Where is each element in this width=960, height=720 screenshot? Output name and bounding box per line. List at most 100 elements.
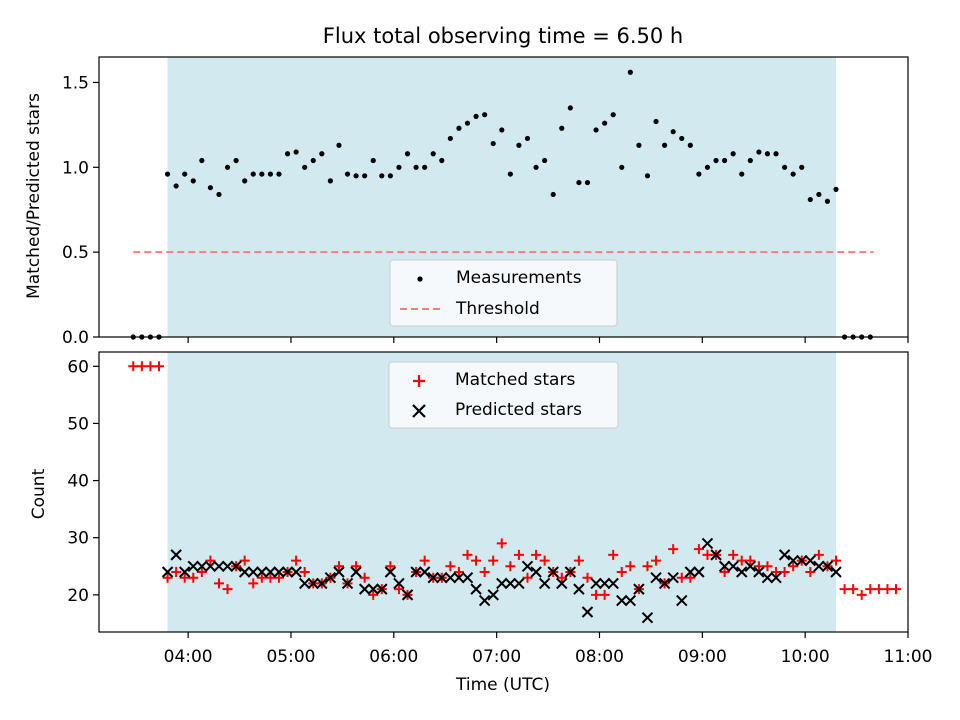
measurement-point xyxy=(242,178,248,184)
matched-stars-point xyxy=(668,544,679,555)
predicted-stars-point xyxy=(487,589,499,601)
matched-stars-point xyxy=(136,361,147,372)
matched-stars-point xyxy=(291,555,302,566)
predicted-stars-point xyxy=(187,560,199,572)
legend-top-box xyxy=(389,259,618,327)
predicted-stars-point xyxy=(298,577,311,590)
predicted-stars-point xyxy=(701,537,714,550)
legend-measurements-marker xyxy=(417,276,423,282)
matched-stars-point xyxy=(445,561,456,572)
measurement-point xyxy=(576,179,582,186)
measurement-point xyxy=(739,171,745,177)
predicted-stars-point xyxy=(496,577,508,590)
predicted-stars-point xyxy=(367,583,379,595)
legend-top: Measurements Threshold xyxy=(389,259,618,327)
predicted-stars-point xyxy=(350,566,362,578)
measurement-point xyxy=(216,191,222,198)
measurement-point xyxy=(833,186,839,192)
matched-stars-point xyxy=(419,555,430,566)
measurement-point xyxy=(284,151,291,157)
y-tick-label: 30 xyxy=(67,529,89,549)
measurement-point xyxy=(396,164,402,170)
measurement-point xyxy=(199,157,205,164)
matched-stars-point xyxy=(693,544,704,555)
measurement-point xyxy=(430,151,436,157)
matched-stars-point xyxy=(453,567,464,577)
x-tick-label: 06:00 xyxy=(369,647,418,667)
x-tick-label: 09:00 xyxy=(678,647,727,667)
matched-stars-point xyxy=(179,572,190,583)
measurement-point xyxy=(627,69,633,75)
measurement-point xyxy=(644,173,651,179)
measurement-point xyxy=(344,171,351,177)
predicted-stars-point xyxy=(264,566,277,578)
predicted-stars-point xyxy=(710,549,722,561)
measurement-point xyxy=(473,113,479,119)
matched-stars-point xyxy=(839,584,850,595)
predicted-stars-point xyxy=(290,566,302,578)
matched-stars-point xyxy=(145,361,156,372)
matched-stars-point xyxy=(882,584,893,595)
predicted-stars-point xyxy=(281,566,294,578)
measurement-point xyxy=(276,171,282,177)
predicted-stars-point xyxy=(436,572,448,584)
matched-stars-point xyxy=(299,567,310,577)
measurement-point xyxy=(747,157,753,164)
measurement-point xyxy=(696,171,702,177)
matched-stars-point xyxy=(222,584,233,595)
measurement-point xyxy=(353,173,359,179)
predicted-stars-point xyxy=(590,577,602,590)
x-tick-label: 10:00 xyxy=(781,647,830,667)
measurement-point xyxy=(636,142,642,148)
matched-stars-point xyxy=(591,589,602,600)
matched-stars-point xyxy=(753,561,764,572)
measurement-point xyxy=(550,191,556,198)
matched-stars-point xyxy=(333,561,344,572)
predicted-stars-point xyxy=(307,577,319,590)
counts-panel: 20 30 40 50 60 04:00 05:00 06:00 07:00 08:00 09:00… xyxy=(29,351,933,695)
measurement-point xyxy=(516,142,522,148)
matched-stars-point xyxy=(256,572,267,583)
measurement-point xyxy=(593,127,599,133)
matched-stars-point xyxy=(471,555,482,566)
matched-stars-point xyxy=(171,567,182,577)
matched-stars-point xyxy=(651,555,662,566)
matched-stars-point xyxy=(265,572,276,583)
measurement-point xyxy=(404,151,411,157)
measurement-point xyxy=(190,178,196,184)
predicted-stars-point xyxy=(444,572,457,584)
legend-predicted-label: Predicted stars xyxy=(455,400,582,420)
y-tick-label: 0.0 xyxy=(62,328,89,348)
matched-stars-point xyxy=(248,578,259,589)
measurement-point xyxy=(507,171,513,177)
measurement-point xyxy=(679,135,685,142)
predicted-stars-point xyxy=(513,577,525,590)
matched-stars-point xyxy=(788,561,799,572)
predicted-stars-point xyxy=(230,560,242,572)
measurement-point xyxy=(542,157,548,164)
matched-stars-point xyxy=(771,567,782,577)
measurement-point xyxy=(662,142,668,148)
matched-stars-point xyxy=(779,567,790,577)
measurement-point xyxy=(807,196,813,203)
measurement-point xyxy=(233,157,239,164)
measurement-point xyxy=(584,179,591,186)
matched-stars-point xyxy=(728,549,739,560)
predicted-stars-point xyxy=(667,572,679,584)
measurement-point xyxy=(224,164,231,170)
predicted-stars-point xyxy=(410,566,422,578)
legend-measurements-label: Measurements xyxy=(456,268,582,288)
measurement-point xyxy=(499,127,505,133)
measurement-point xyxy=(413,164,419,170)
y-tick-label: 40 xyxy=(67,472,89,492)
measurement-point xyxy=(259,171,265,177)
matched-stars-point xyxy=(128,361,139,372)
x-tick-label: 07:00 xyxy=(472,647,521,667)
matched-stars-point xyxy=(762,561,773,572)
measurement-point xyxy=(439,157,445,164)
measurement-point xyxy=(610,112,616,118)
measurement-point xyxy=(722,157,728,164)
predicted-stars-point xyxy=(718,560,731,572)
predicted-stars-point xyxy=(170,549,182,561)
y-axis-label-ratio: Matched/Predicted stars xyxy=(24,93,44,299)
